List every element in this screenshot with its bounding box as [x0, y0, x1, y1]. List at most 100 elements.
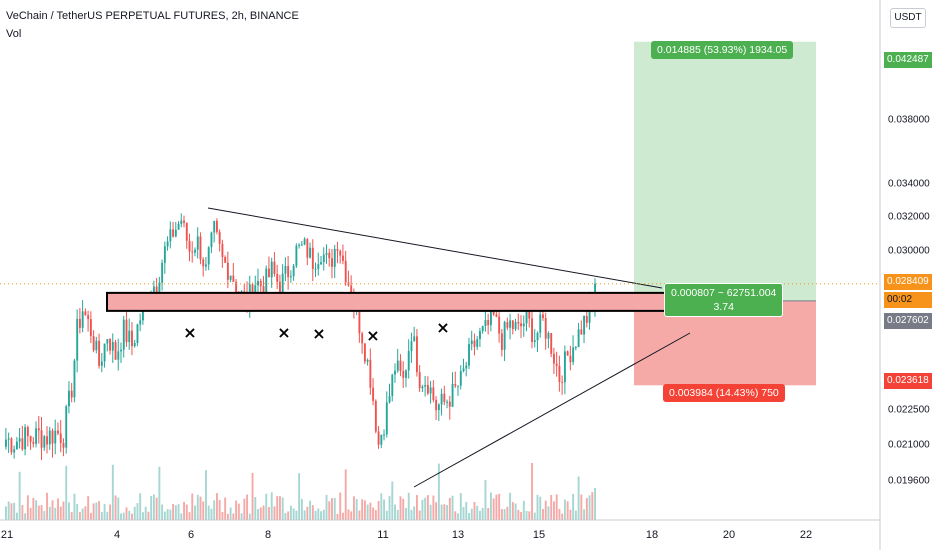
ascending-trendline[interactable] — [413, 332, 691, 488]
candle-body — [48, 430, 51, 445]
candle-body — [226, 262, 229, 280]
stop-price-badge: 0.023618 — [884, 373, 932, 389]
volume-bar — [585, 498, 588, 520]
candle-body — [5, 439, 7, 447]
volume-bar — [580, 494, 583, 520]
countdown-badge: 00:02 — [884, 292, 932, 308]
volume-bar — [457, 513, 459, 520]
time-tick-label: 21 — [1, 529, 13, 541]
candle-body — [361, 333, 364, 344]
candle-body — [385, 402, 388, 435]
candle-body — [525, 308, 528, 324]
candle-body — [476, 339, 479, 347]
volume-bar — [402, 498, 405, 520]
candle-body — [224, 257, 227, 263]
candle-body — [54, 430, 57, 444]
candle-body — [172, 229, 175, 237]
volume-bar — [43, 511, 46, 520]
volume-bar — [380, 493, 383, 520]
volume-bar — [454, 511, 457, 520]
volume-bar — [385, 510, 388, 520]
candle-body — [481, 326, 484, 332]
candle-body — [457, 385, 459, 387]
candle-body — [268, 268, 270, 278]
candle-body — [585, 315, 588, 323]
volume-bar — [284, 513, 287, 520]
volume-bar — [109, 504, 112, 520]
candle-body — [374, 400, 377, 432]
volume-bar — [185, 504, 188, 520]
candle-body — [528, 308, 531, 319]
candle-body — [185, 222, 188, 241]
volume-bar — [383, 499, 386, 520]
candle-body — [15, 441, 18, 450]
volume-bar — [84, 506, 87, 520]
candle-body — [331, 258, 333, 267]
candle-body — [163, 246, 166, 263]
candle-body — [500, 333, 503, 350]
candle-body — [235, 281, 238, 293]
candle-body — [109, 339, 112, 351]
candle-body — [509, 320, 512, 328]
volume-bar — [410, 509, 413, 520]
volume-bar — [59, 506, 62, 520]
candle-body — [405, 370, 407, 378]
volume-bar — [68, 502, 70, 520]
price-tick-label: 0.032000 — [888, 212, 930, 223]
candle-body — [468, 344, 470, 366]
candle-body — [32, 441, 35, 444]
candle-body — [391, 374, 394, 397]
volume-bar — [591, 492, 594, 520]
candle-body — [566, 351, 569, 356]
volume-bar — [588, 495, 591, 520]
candle-body — [78, 318, 81, 328]
volume-bar — [5, 506, 7, 520]
candle-body — [465, 365, 468, 369]
volume-bar — [451, 495, 454, 520]
candle-body — [435, 399, 438, 411]
last-price-badge: 0.028409 — [884, 274, 932, 290]
candle-body — [553, 353, 555, 364]
volume-bar — [103, 503, 106, 520]
descending-trendline[interactable] — [207, 207, 663, 289]
candle-body — [232, 275, 235, 282]
drawings[interactable]: × × × × × — [0, 207, 880, 488]
candle-body — [366, 359, 369, 362]
candle-body — [563, 351, 566, 383]
volume-indicator-label[interactable]: Vol — [6, 28, 22, 40]
volume-bar — [479, 510, 481, 520]
candle-body — [511, 320, 514, 330]
currency-button[interactable]: USDT — [890, 8, 926, 28]
position-zones[interactable] — [634, 41, 816, 386]
volume-bar — [331, 498, 333, 520]
candle-body — [325, 252, 328, 255]
volume-bar — [15, 512, 18, 520]
candle-body — [122, 319, 125, 350]
volume-bar — [169, 509, 172, 520]
candle-body — [276, 273, 279, 282]
volume-bar — [117, 497, 120, 520]
volume-bar — [158, 466, 161, 520]
target-zone[interactable] — [634, 41, 816, 301]
volume-bar — [254, 497, 257, 520]
volume-bar — [120, 513, 122, 520]
support-zone-rectangle[interactable] — [106, 291, 723, 312]
volume-bar — [328, 501, 331, 520]
candle-body — [369, 359, 372, 388]
current-price-badge: 0.027602 — [884, 313, 932, 329]
volume-bar — [202, 501, 205, 520]
volume-bar — [426, 495, 429, 520]
volume-bar — [553, 501, 555, 520]
volume-bar — [372, 507, 375, 520]
volume-bar — [188, 512, 191, 520]
volume-bar — [180, 513, 183, 520]
volume-bar — [215, 493, 218, 520]
volume-bar — [281, 497, 284, 520]
candle-body — [161, 262, 164, 283]
candle-body — [194, 249, 196, 253]
volume-bar — [194, 505, 196, 520]
volume-bar — [270, 492, 273, 520]
volume-bar — [46, 492, 48, 520]
time-tick-label: 8 — [265, 529, 271, 541]
